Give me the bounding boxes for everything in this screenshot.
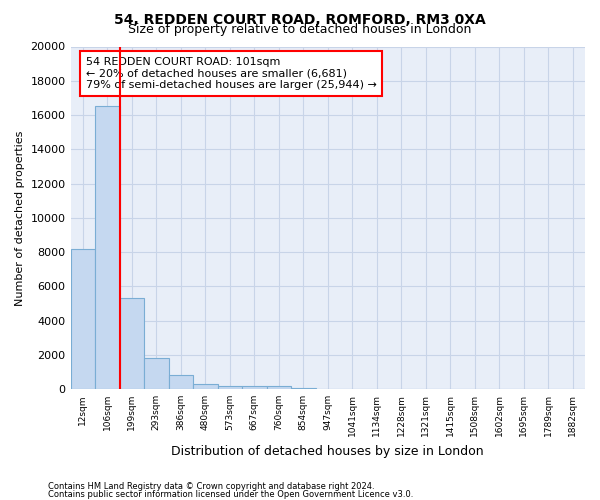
- X-axis label: Distribution of detached houses by size in London: Distribution of detached houses by size …: [172, 444, 484, 458]
- Bar: [218, 386, 242, 389]
- Bar: [144, 358, 169, 389]
- Text: 54, REDDEN COURT ROAD, ROMFORD, RM3 0XA: 54, REDDEN COURT ROAD, ROMFORD, RM3 0XA: [114, 12, 486, 26]
- Bar: [266, 386, 291, 389]
- Bar: [169, 376, 193, 389]
- Bar: [71, 248, 95, 389]
- Bar: [119, 298, 144, 389]
- Bar: [291, 388, 316, 389]
- Text: Contains public sector information licensed under the Open Government Licence v3: Contains public sector information licen…: [48, 490, 413, 499]
- Bar: [95, 106, 119, 389]
- Bar: [242, 386, 266, 389]
- Text: Size of property relative to detached houses in London: Size of property relative to detached ho…: [128, 22, 472, 36]
- Text: 54 REDDEN COURT ROAD: 101sqm
← 20% of detached houses are smaller (6,681)
79% of: 54 REDDEN COURT ROAD: 101sqm ← 20% of de…: [86, 57, 377, 90]
- Text: Contains HM Land Registry data © Crown copyright and database right 2024.: Contains HM Land Registry data © Crown c…: [48, 482, 374, 491]
- Bar: [193, 384, 218, 389]
- Y-axis label: Number of detached properties: Number of detached properties: [15, 130, 25, 306]
